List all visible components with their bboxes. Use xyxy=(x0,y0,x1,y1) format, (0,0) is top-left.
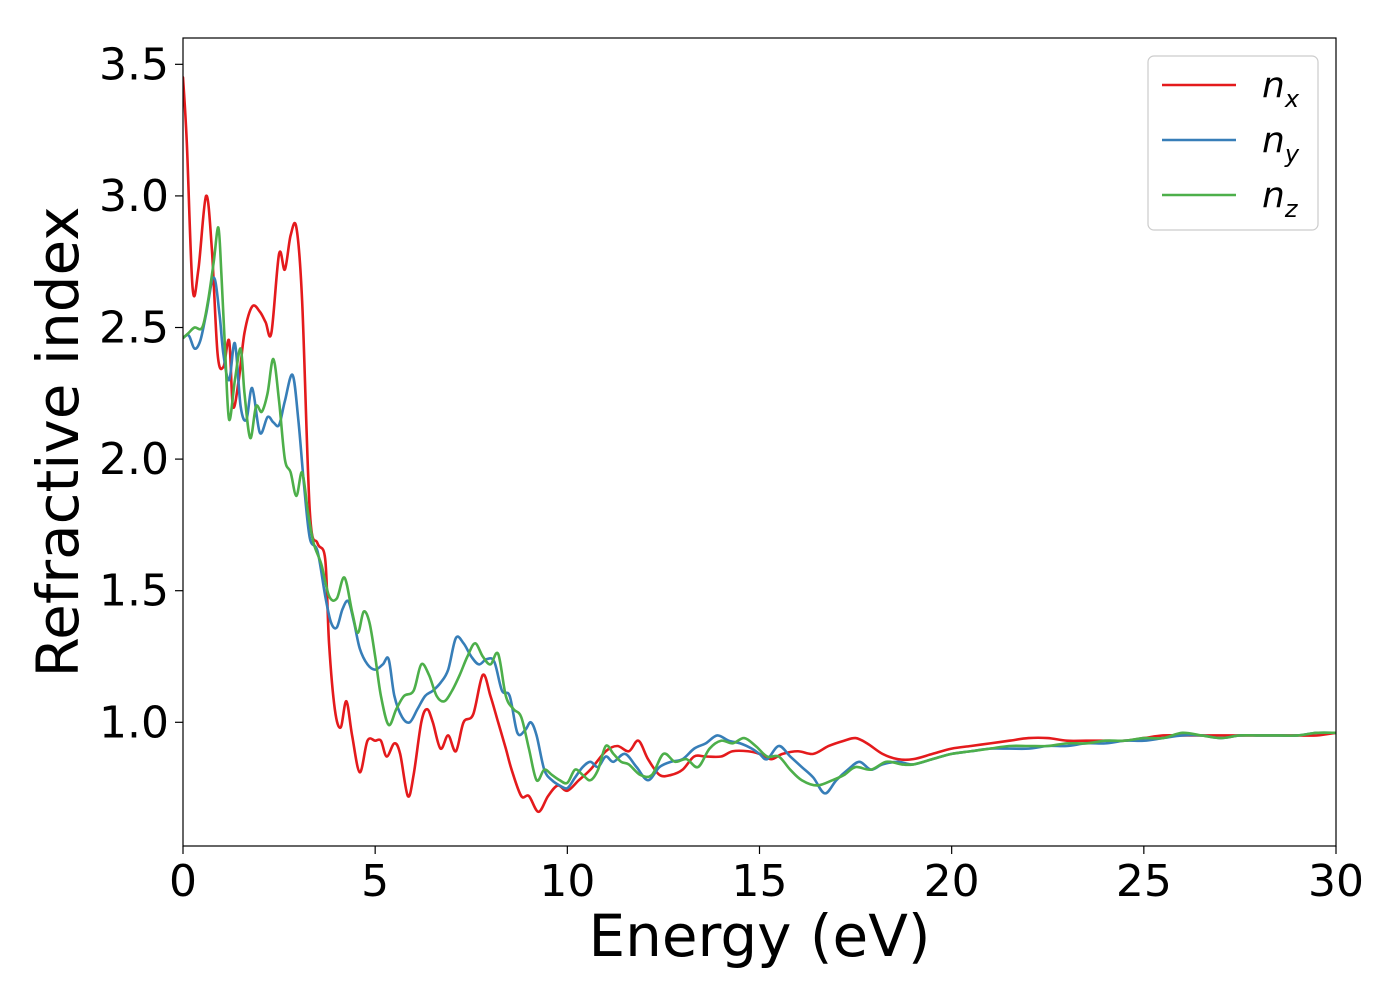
y-tick-label: 1.0 xyxy=(99,697,169,748)
x-axis-label: Energy (eV) xyxy=(588,902,930,970)
x-tick-label: 15 xyxy=(732,856,788,907)
y-axis-label: Refractive index xyxy=(24,206,92,677)
y-tick-label: 3.5 xyxy=(99,39,169,90)
x-axis: 0 5 10 15 20 25 30 xyxy=(169,846,1364,907)
legend-label-y: ny xyxy=(1262,120,1300,168)
x-tick-label: 30 xyxy=(1308,856,1364,907)
legend-label-x: nx xyxy=(1262,65,1300,113)
legend: nx ny nz xyxy=(1147,55,1319,231)
legend-label-z: nz xyxy=(1262,175,1299,223)
y-tick-label: 3.0 xyxy=(99,171,169,222)
x-tick-label: 20 xyxy=(924,856,980,907)
x-tick-label: 0 xyxy=(169,856,197,907)
y-tick-label: 2.0 xyxy=(99,434,169,485)
legend-box xyxy=(1147,55,1319,231)
y-axis: 1.0 1.5 2.0 2.5 3.0 3.5 xyxy=(99,39,183,748)
series-line-z xyxy=(183,226,1336,787)
series-layer xyxy=(183,76,1336,814)
y-tick-label: 1.5 xyxy=(99,566,169,617)
x-tick-label: 25 xyxy=(1116,856,1172,907)
y-tick-label: 2.5 xyxy=(99,303,169,354)
series-line-x xyxy=(183,76,1336,814)
x-tick-label: 5 xyxy=(361,856,389,907)
x-tick-label: 10 xyxy=(539,856,595,907)
